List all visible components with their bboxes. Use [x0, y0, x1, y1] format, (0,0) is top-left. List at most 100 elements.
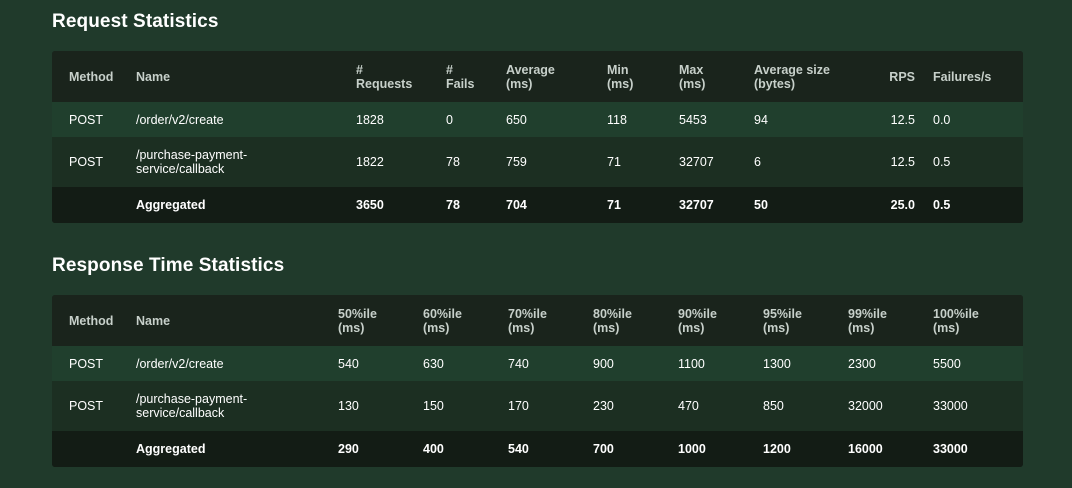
header-label: 90%ile	[678, 306, 717, 321]
header-label: Max	[679, 62, 704, 77]
header-label: 50%ile	[338, 306, 377, 321]
name-text-continued: service/callback	[136, 162, 225, 176]
average-cell: 650	[502, 102, 603, 137]
min-cell: 71	[603, 187, 675, 223]
p60-cell: 630	[419, 346, 504, 381]
header-label: (ms)	[607, 76, 634, 91]
p80-cell: 230	[589, 381, 674, 431]
column-header-method[interactable]: Method	[52, 295, 132, 346]
header-label: Requests	[356, 76, 413, 91]
fails-cell: 78	[442, 137, 502, 187]
p80-cell: 700	[589, 431, 674, 467]
p70-cell: 540	[504, 431, 589, 467]
average-cell: 759	[502, 137, 603, 187]
header-label: (ms)	[678, 320, 705, 335]
name-cell: /purchase-payment- service/callback	[132, 137, 352, 187]
table-row: POST /purchase-payment- service/callback…	[52, 137, 1023, 187]
fails-cell: 0	[442, 102, 502, 137]
name-cell: /purchase-payment- service/callback	[132, 381, 334, 431]
column-header-average[interactable]: Average (ms)	[502, 51, 603, 102]
column-header-p100[interactable]: 100%ile (ms)	[929, 295, 1023, 346]
header-label: 95%ile	[763, 306, 802, 321]
p100-cell: 5500	[929, 346, 1023, 381]
column-header-requests[interactable]: # Requests	[352, 51, 442, 102]
fails-cell: 78	[442, 187, 502, 223]
column-header-p70[interactable]: 70%ile (ms)	[504, 295, 589, 346]
p90-cell: 1000	[674, 431, 759, 467]
column-header-max[interactable]: Max (ms)	[675, 51, 750, 102]
failures-per-second-cell: 0.0	[923, 102, 1023, 137]
header-label: (ms)	[679, 76, 706, 91]
method-cell	[52, 431, 132, 467]
column-header-p90[interactable]: 90%ile (ms)	[674, 295, 759, 346]
column-header-p99[interactable]: 99%ile (ms)	[844, 295, 929, 346]
method-cell: POST	[52, 346, 132, 381]
table-header-row: Method Name # Requests # Fails Average (…	[52, 51, 1023, 102]
column-header-fails[interactable]: # Fails	[442, 51, 502, 102]
table-header-row: Method Name 50%ile (ms) 60%ile (ms) 70%i…	[52, 295, 1023, 346]
method-cell	[52, 187, 132, 223]
response-time-statistics-table: Method Name 50%ile (ms) 60%ile (ms) 70%i…	[52, 295, 1023, 467]
name-text-continued: service/callback	[136, 406, 225, 420]
name-cell: /order/v2/create	[132, 346, 334, 381]
p50-cell: 540	[334, 346, 419, 381]
column-header-name[interactable]: Name	[132, 51, 352, 102]
name-cell: /order/v2/create	[132, 102, 352, 137]
p60-cell: 400	[419, 431, 504, 467]
header-label: Name	[136, 313, 171, 328]
column-header-average-size[interactable]: Average size (bytes)	[750, 51, 868, 102]
header-label: 70%ile	[508, 306, 547, 321]
p95-cell: 1300	[759, 346, 844, 381]
table-row: POST /order/v2/create 1828 0 650 118 545…	[52, 102, 1023, 137]
column-header-p50[interactable]: 50%ile (ms)	[334, 295, 419, 346]
header-label: (ms)	[506, 76, 533, 91]
average-size-cell: 94	[750, 102, 868, 137]
average-size-cell: 50	[750, 187, 868, 223]
header-label: Failures/s	[933, 69, 992, 84]
column-header-name[interactable]: Name	[132, 295, 334, 346]
column-header-p80[interactable]: 80%ile (ms)	[589, 295, 674, 346]
rps-cell: 12.5	[868, 137, 923, 187]
average-size-cell: 6	[750, 137, 868, 187]
header-label: (ms)	[763, 320, 790, 335]
name-text: /purchase-payment-	[136, 392, 248, 406]
p95-cell: 1200	[759, 431, 844, 467]
aggregated-row: Aggregated 3650 78 704 71 32707 50 25.0 …	[52, 187, 1023, 223]
p60-cell: 150	[419, 381, 504, 431]
column-header-p60[interactable]: 60%ile (ms)	[419, 295, 504, 346]
max-cell: 32707	[675, 137, 750, 187]
min-cell: 118	[603, 102, 675, 137]
p80-cell: 900	[589, 346, 674, 381]
p95-cell: 850	[759, 381, 844, 431]
column-header-method[interactable]: Method	[52, 51, 132, 102]
failures-per-second-cell: 0.5	[923, 187, 1023, 223]
column-header-rps[interactable]: RPS	[868, 51, 923, 102]
method-cell: POST	[52, 381, 132, 431]
failures-per-second-cell: 0.5	[923, 137, 1023, 187]
header-label: (ms)	[508, 320, 535, 335]
header-label: (ms)	[933, 320, 960, 335]
header-label: Average	[506, 62, 555, 77]
max-cell: 32707	[675, 187, 750, 223]
column-header-p95[interactable]: 95%ile (ms)	[759, 295, 844, 346]
column-header-min[interactable]: Min (ms)	[603, 51, 675, 102]
aggregated-row: Aggregated 290 400 540 700 1000 1200 160…	[52, 431, 1023, 467]
method-cell: POST	[52, 137, 132, 187]
p99-cell: 32000	[844, 381, 929, 431]
method-cell: POST	[52, 102, 132, 137]
requests-cell: 1822	[352, 137, 442, 187]
header-label: (bytes)	[754, 76, 795, 91]
name-cell: Aggregated	[132, 187, 352, 223]
header-label: 60%ile	[423, 306, 462, 321]
header-label: #	[446, 62, 453, 77]
column-header-failures-per-second[interactable]: Failures/s	[923, 51, 1023, 102]
name-cell: Aggregated	[132, 431, 334, 467]
header-label: (ms)	[593, 320, 620, 335]
header-label: (ms)	[338, 320, 365, 335]
response-time-statistics-title: Response Time Statistics	[52, 255, 285, 276]
min-cell: 71	[603, 137, 675, 187]
table-row: POST /purchase-payment- service/callback…	[52, 381, 1023, 431]
p90-cell: 470	[674, 381, 759, 431]
average-cell: 704	[502, 187, 603, 223]
p99-cell: 2300	[844, 346, 929, 381]
